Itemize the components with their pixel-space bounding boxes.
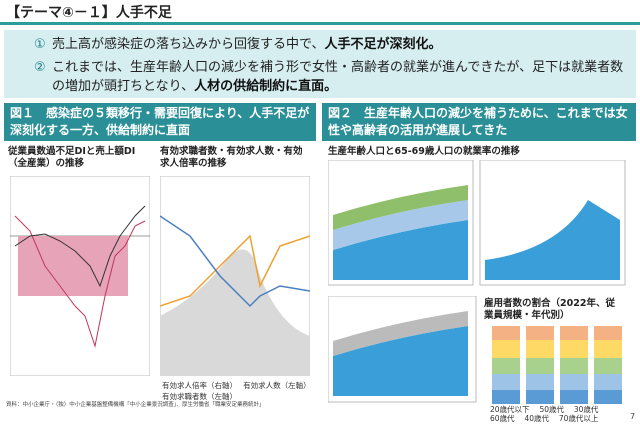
legend-item: 有効求人倍率（右軸）	[162, 381, 234, 390]
legend-item: 50歳代	[539, 405, 564, 414]
point: ① 売上高が感染症の落ち込みから回復する中で、人手不足が深刻化。	[34, 35, 622, 54]
point-text: これまでは、生産年齢人口の減少を補う形で女性・高齢者の就業が進んできたが、足下は…	[52, 60, 624, 94]
chart-drawing	[160, 176, 310, 376]
chart-title: 従業員数過不足DIと売上額DI（全産業）の推移	[8, 146, 136, 169]
legend-item: 有効求職者数（左軸）	[162, 392, 237, 401]
slide-title: 【テーマ④－１】人手不足	[6, 5, 172, 21]
figure-header: 図２ 生産年齢人口の減少を補うために、これまでは女性や高齢者の活用が進展してきた	[322, 103, 636, 141]
chart-title: 生産年齢人口と65-69歳人口の就業率の推移	[328, 146, 520, 157]
legend: 20歳代以下 50歳代 30歳代 60歳代 40歳代 70歳代以上	[490, 405, 630, 423]
point-number: ①	[34, 37, 46, 52]
point-text: 売上高が感染症の落ち込みから回復する中で、	[52, 37, 325, 52]
chart-drawing	[492, 326, 622, 404]
legend-item: 20歳代以下	[490, 405, 530, 414]
key-points: ① 売上高が感染症の落ち込みから回復する中で、人手不足が深刻化。 ② これまでは…	[4, 30, 636, 98]
point-emphasis: 人材の供給制約に直面。	[194, 79, 338, 94]
legend-item: 30歳代	[573, 405, 599, 414]
title-rule	[0, 22, 640, 25]
chart-drawing	[10, 176, 150, 376]
chart-drawing	[328, 296, 477, 403]
legend-item: 有効求人数（左軸）	[243, 381, 311, 390]
chart-drawing	[328, 160, 626, 286]
point: ② これまでは、生産年齢人口の減少を補う形で女性・高齢者の就業が進んできたが、足…	[34, 58, 627, 96]
legend-item: 60歳代	[490, 414, 515, 423]
chart-title: 有効求職者数・有効求人数・有効求人倍率の推移	[160, 146, 303, 169]
legend-item: 40歳代	[524, 414, 549, 423]
legend: 有効求人倍率（右軸） 有効求人数（左軸） 有効求職者数（左軸）	[162, 380, 312, 402]
figure-header: 図１ 感染症の５類移行・需要回復により、人手不足が深刻化する一方、供給制約に直面	[4, 103, 316, 141]
legend-item: 70歳代以上	[558, 414, 599, 423]
page-number: 7	[630, 412, 636, 421]
source-note: 資料：中小企業庁・（独）中小企業基盤整備機構「中小企業景況調査」、厚生労働省「職…	[6, 402, 265, 408]
point-number: ②	[34, 60, 46, 75]
chart-title: 雇用者数の割合（2022年、従業員規模・年代別）	[484, 298, 615, 321]
point-emphasis: 人手不足が深刻化。	[324, 37, 442, 52]
